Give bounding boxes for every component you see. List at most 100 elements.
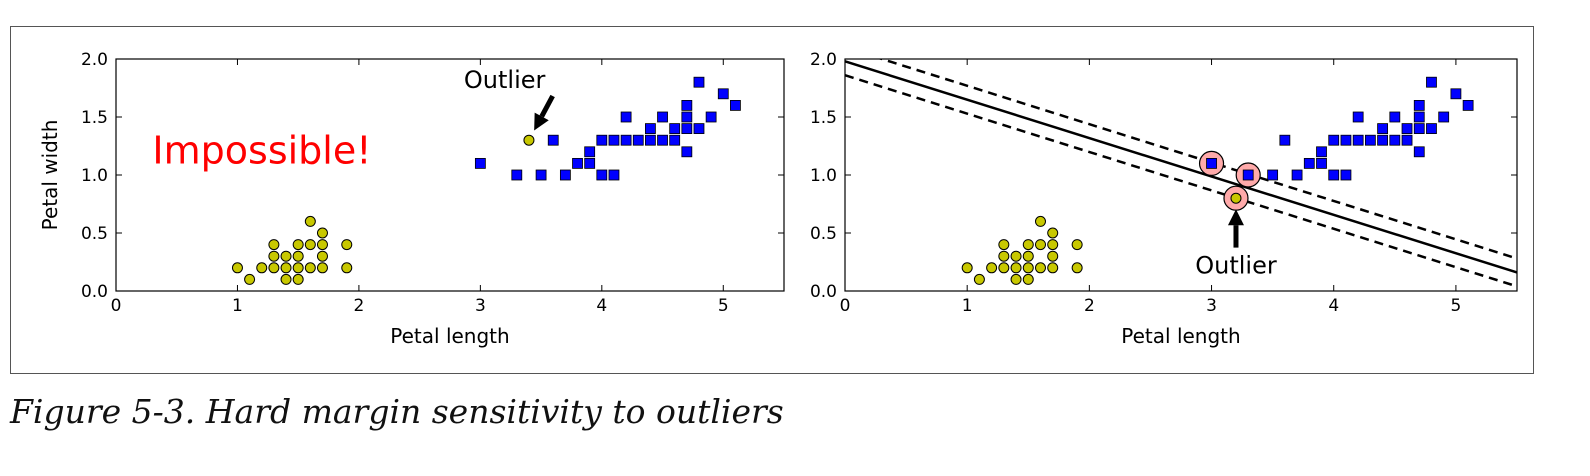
- y-tick-label: 0.0: [810, 282, 837, 302]
- point-circle-23: [523, 134, 535, 146]
- y-tick-label: 1.0: [810, 166, 837, 186]
- point-square-14: [620, 111, 632, 123]
- point-circle-8: [280, 262, 292, 274]
- point-circle-6: [268, 239, 280, 251]
- point-circle-21: [341, 262, 353, 274]
- x-tick-label: 2: [1084, 296, 1095, 316]
- point-circle-17: [1047, 262, 1059, 274]
- point-circle-9: [280, 250, 292, 262]
- point-square-6: [1303, 157, 1315, 169]
- figure-svg: 0 1 2 3 4 5 0.0 0.5 1.0 1.5 2.0 Petal length Petal w…: [38, 50, 1518, 348]
- y-tick-label: 2.0: [81, 50, 108, 70]
- point-square-28: [1438, 111, 1450, 123]
- point-circle-17: [316, 262, 328, 274]
- point-circle-14: [1034, 262, 1046, 274]
- annotation-outlier-label: Outlier: [1195, 252, 1277, 280]
- x-tick-label: 1: [232, 296, 243, 316]
- point-circle-22: [341, 239, 353, 251]
- point-square-24: [1413, 111, 1425, 123]
- point-square-3: [1267, 169, 1279, 181]
- decision-boundary: [845, 60, 1517, 274]
- point-square-21: [669, 123, 681, 134]
- point-square-30: [730, 100, 741, 111]
- point-square-4: [547, 134, 559, 146]
- point-square-28: [705, 111, 717, 123]
- point-square-2: [1242, 169, 1254, 181]
- point-square-15: [632, 134, 644, 146]
- point-circle-6: [998, 239, 1010, 251]
- x-tick-label: 1: [962, 296, 973, 316]
- point-circle-7: [1010, 273, 1022, 285]
- point-circle-14: [304, 262, 316, 274]
- point-square-7: [584, 157, 596, 169]
- point-square-12: [608, 134, 620, 146]
- point-circle-3: [986, 262, 998, 274]
- point-square-26: [1426, 123, 1437, 134]
- point-circle-10: [292, 273, 304, 285]
- point-square-12: [1340, 134, 1352, 146]
- point-circle-5: [268, 250, 280, 262]
- point-circle-10: [1022, 273, 1034, 285]
- point-circle-12: [292, 250, 304, 262]
- point-square-1: [474, 157, 486, 169]
- point-circle-9: [1010, 250, 1022, 262]
- point-square-29: [717, 88, 729, 100]
- y-tick-label: 0.5: [81, 224, 108, 244]
- point-circle-16: [304, 239, 316, 251]
- point-square-19: [657, 111, 668, 123]
- point-circle-1: [961, 262, 973, 274]
- point-square-3: [535, 169, 547, 181]
- point-square-10: [1328, 134, 1340, 146]
- point-circle-18: [1047, 250, 1059, 262]
- point-square-9: [1328, 169, 1340, 181]
- x-tick-label: 0: [840, 296, 851, 316]
- y-tick-label: 1.5: [81, 108, 108, 128]
- point-circle-13: [292, 239, 304, 251]
- boundary-lines: [845, 59, 1517, 288]
- point-circle-4: [268, 262, 280, 274]
- point-circle-15: [1034, 215, 1046, 227]
- point-square-8: [1316, 146, 1327, 158]
- x-tick-label: 5: [718, 296, 729, 316]
- x-axis-label: Petal length: [390, 324, 509, 348]
- point-square-20: [1401, 134, 1413, 146]
- point-square-8: [584, 146, 596, 158]
- point-square-1: [1206, 157, 1217, 169]
- point-square-5: [1291, 169, 1303, 181]
- y-tick-label: 0.5: [810, 224, 837, 244]
- x-tick-label: 0: [111, 296, 122, 316]
- point-circle-11: [292, 262, 304, 274]
- point-square-23: [681, 123, 693, 134]
- point-circle-19: [316, 239, 328, 251]
- annotation-arrow-shaft: [539, 94, 555, 118]
- x-tick-label: 4: [596, 296, 607, 316]
- chart-2: 0 1 2 3 4 5 0.0 0.5 1.0 1.5 2.0 Petal length Outlier: [810, 50, 1518, 348]
- point-square-21: [1401, 123, 1413, 134]
- point-circle-2: [973, 273, 985, 285]
- point-square-11: [1340, 169, 1352, 181]
- point-circle-15: [304, 215, 316, 227]
- x-tick-label: 3: [1206, 296, 1217, 316]
- point-circle-4: [998, 262, 1010, 274]
- point-square-16: [1377, 134, 1388, 146]
- point-square-6: [572, 157, 583, 169]
- point-square-25: [1413, 100, 1425, 111]
- y-axis-label: Petal width: [38, 120, 62, 231]
- point-circle-3: [256, 262, 268, 274]
- point-square-18: [657, 134, 668, 146]
- x-tick-label: 5: [1450, 296, 1461, 316]
- y-tick-label: 1.0: [81, 166, 108, 186]
- point-square-26: [693, 123, 705, 134]
- figure-frame: 0 1 2 3 4 5 0.0 0.5 1.0 1.5 2.0 Petal length Petal w…: [10, 26, 1534, 374]
- point-square-22: [681, 146, 693, 158]
- point-square-27: [693, 76, 705, 88]
- point-circle-16: [1034, 239, 1046, 251]
- point-square-10: [596, 134, 608, 146]
- point-square-16: [645, 134, 656, 146]
- point-circle-12: [1022, 250, 1034, 262]
- x-tick-label: 2: [353, 296, 364, 316]
- point-square-20: [669, 134, 681, 146]
- annotation-outlier-label: Outlier: [464, 66, 546, 94]
- point-square-24: [681, 111, 693, 123]
- point-circle-5: [998, 250, 1010, 262]
